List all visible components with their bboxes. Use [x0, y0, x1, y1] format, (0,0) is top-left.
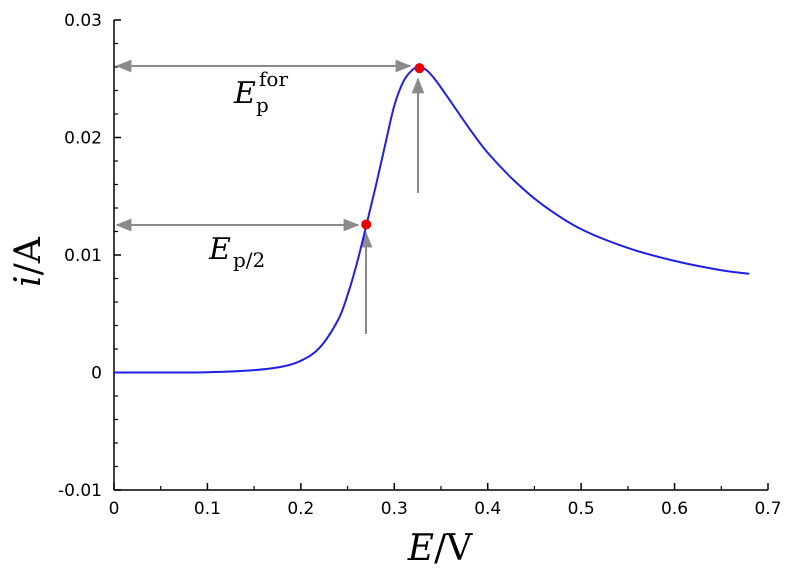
peak-label-superscript: for [259, 67, 288, 91]
peak-label-main: E [233, 76, 256, 111]
x-tick-label: 0.5 [568, 499, 595, 519]
tick-labels: 0 0.1 0.2 0.3 0.4 0.5 0.6 0.7 -0.01 0 0.01 0.02 0.03 [58, 11, 782, 519]
peak-potential-label: E p for [233, 67, 288, 117]
x-tick-label: 0.7 [754, 499, 781, 519]
x-tick-label: 0 [109, 499, 120, 519]
x-tick-label: 0.6 [661, 499, 688, 519]
x-tick-label: 0.4 [474, 499, 501, 519]
marked-points [361, 63, 425, 230]
svg-text:i/A: i/A [8, 236, 49, 287]
series-line [113, 65, 750, 374]
y-tick-label: -0.01 [58, 481, 102, 501]
y-tick-label: 0.02 [64, 129, 102, 149]
svg-text:E/V: E/V [407, 528, 473, 569]
y-axis-title: i/A [8, 236, 49, 287]
x-axis-variable: E [407, 528, 434, 569]
x-tick-label: 0.3 [381, 499, 408, 519]
half-peak-label-subscript: p/2 [233, 248, 265, 272]
y-axis-variable: i [8, 275, 49, 287]
y-tick-label: 0.01 [64, 246, 102, 266]
annotation-arrows [115, 59, 425, 334]
ticks [113, 19, 769, 491]
y-tick-label: 0 [91, 364, 102, 384]
x-axis-title: E/V [407, 528, 473, 569]
peak-label-subscript: p [256, 93, 269, 117]
half-peak-point [361, 219, 372, 230]
x-tick-label: 0.1 [194, 499, 221, 519]
x-axis-unit: V [445, 528, 473, 569]
peak-point [414, 63, 425, 74]
y-axis-unit: A [8, 236, 49, 264]
half-peak-label-main: E [208, 232, 231, 267]
x-tick-label: 0.2 [287, 499, 314, 519]
y-tick-label: 0.03 [64, 11, 102, 31]
half-peak-potential-label: E p/2 [208, 232, 265, 272]
